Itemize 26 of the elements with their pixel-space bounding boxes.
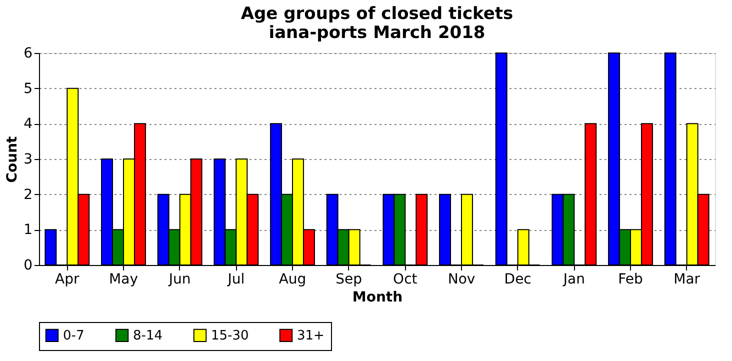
y-tick-label: 6 <box>24 46 33 62</box>
x-tick-label: Jan <box>562 272 585 288</box>
x-tick-label: Aug <box>278 272 306 288</box>
x-tick-label: Nov <box>448 272 476 288</box>
x-tick-label: Mar <box>674 272 700 288</box>
x-axis-title: Month <box>352 290 403 306</box>
x-tick-label: Jul <box>226 272 245 288</box>
legend-label: 8-14 <box>133 328 163 344</box>
y-tick-label: 3 <box>24 152 32 168</box>
y-tick-label: 0 <box>24 258 32 274</box>
y-tick-label: 5 <box>24 80 32 97</box>
legend-label: 15-30 <box>211 328 249 344</box>
x-tick-label: Feb <box>618 272 643 288</box>
legend-label: 0-7 <box>63 328 84 344</box>
legend-label: 31+ <box>297 328 324 344</box>
x-tick-label: May <box>109 272 138 288</box>
y-tick-label: 2 <box>24 186 32 203</box>
x-tick-label: Sep <box>336 272 362 288</box>
x-tick-label: Oct <box>393 272 418 288</box>
x-tick-label: Jun <box>168 272 191 288</box>
x-tick-label: Apr <box>55 272 80 288</box>
y-tick-label: 4 <box>24 116 33 132</box>
y-axis-title: Count <box>4 136 21 183</box>
y-tick-label: 1 <box>24 222 32 238</box>
chart-title: Age groups of closed tickets iana-ports March 2018 <box>240 4 514 43</box>
x-tick-label: Dec <box>504 272 532 288</box>
